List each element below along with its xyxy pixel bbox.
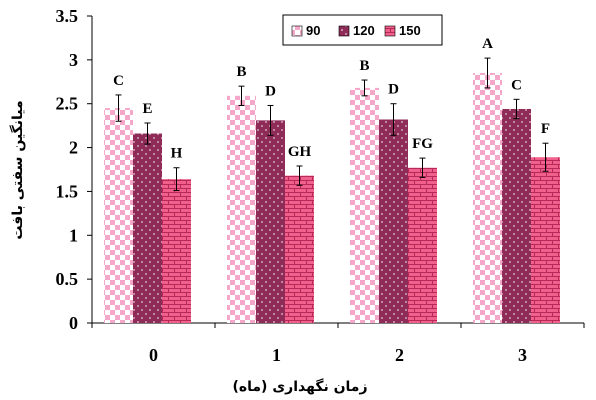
bar bbox=[379, 119, 408, 323]
legend-box bbox=[282, 14, 443, 46]
significance-letter: B bbox=[236, 64, 246, 80]
y-tick-label: 1 bbox=[69, 225, 78, 245]
bar bbox=[350, 87, 379, 323]
significance-letter: H bbox=[171, 146, 183, 162]
x-axis-title: زمان نگهداری (ماه) bbox=[232, 378, 367, 395]
y-tick-label: 0.5 bbox=[56, 269, 79, 289]
x-tick-label: 2 bbox=[395, 345, 404, 365]
legend-swatch-120 bbox=[338, 25, 350, 37]
significance-letter: D bbox=[388, 82, 399, 98]
bar bbox=[473, 73, 502, 323]
bar bbox=[227, 95, 256, 323]
bar bbox=[285, 175, 314, 323]
legend-swatch-150 bbox=[384, 25, 396, 37]
y-tick-label: 2.5 bbox=[56, 94, 79, 114]
significance-letter: FG bbox=[412, 136, 433, 152]
y-tick-label: 3.5 bbox=[56, 6, 79, 26]
y-axis: 0 0.5 1 1.5 2 2.5 3 3.5 bbox=[56, 6, 93, 333]
x-tick-label: 0 bbox=[149, 345, 158, 365]
bar bbox=[256, 120, 285, 323]
significance-letter: C bbox=[113, 73, 124, 89]
legend-label-90: 90 bbox=[306, 23, 320, 38]
significance-letter: E bbox=[142, 101, 152, 117]
bar bbox=[162, 179, 191, 323]
significance-letter: D bbox=[265, 83, 276, 99]
significance-letter: GH bbox=[288, 144, 312, 160]
bar bbox=[133, 133, 162, 323]
bar bbox=[531, 157, 560, 323]
legend-label-150: 150 bbox=[399, 23, 421, 38]
y-tick-label: 0 bbox=[69, 313, 78, 333]
significance-letter: B bbox=[359, 58, 369, 74]
y-axis-title: میانگین سفتی بافت bbox=[9, 100, 26, 239]
bar bbox=[104, 108, 133, 323]
bars: C E H B D GH B D FG A C F bbox=[104, 36, 560, 323]
significance-letter: C bbox=[511, 77, 522, 93]
y-tick-label: 3 bbox=[69, 50, 78, 70]
x-axis: 0 1 2 3 bbox=[91, 322, 585, 365]
y-tick-label: 1.5 bbox=[56, 181, 79, 201]
significance-letter: A bbox=[482, 36, 493, 52]
legend: 90 120 150 bbox=[282, 14, 443, 46]
x-tick-label: 3 bbox=[518, 345, 527, 365]
legend-swatch-90 bbox=[291, 25, 303, 37]
legend-label-120: 120 bbox=[353, 23, 375, 38]
significance-letter: F bbox=[541, 121, 550, 137]
bar bbox=[408, 167, 437, 323]
bar bbox=[502, 108, 531, 323]
y-tick-label: 2 bbox=[69, 138, 78, 158]
x-tick-label: 1 bbox=[272, 345, 281, 365]
